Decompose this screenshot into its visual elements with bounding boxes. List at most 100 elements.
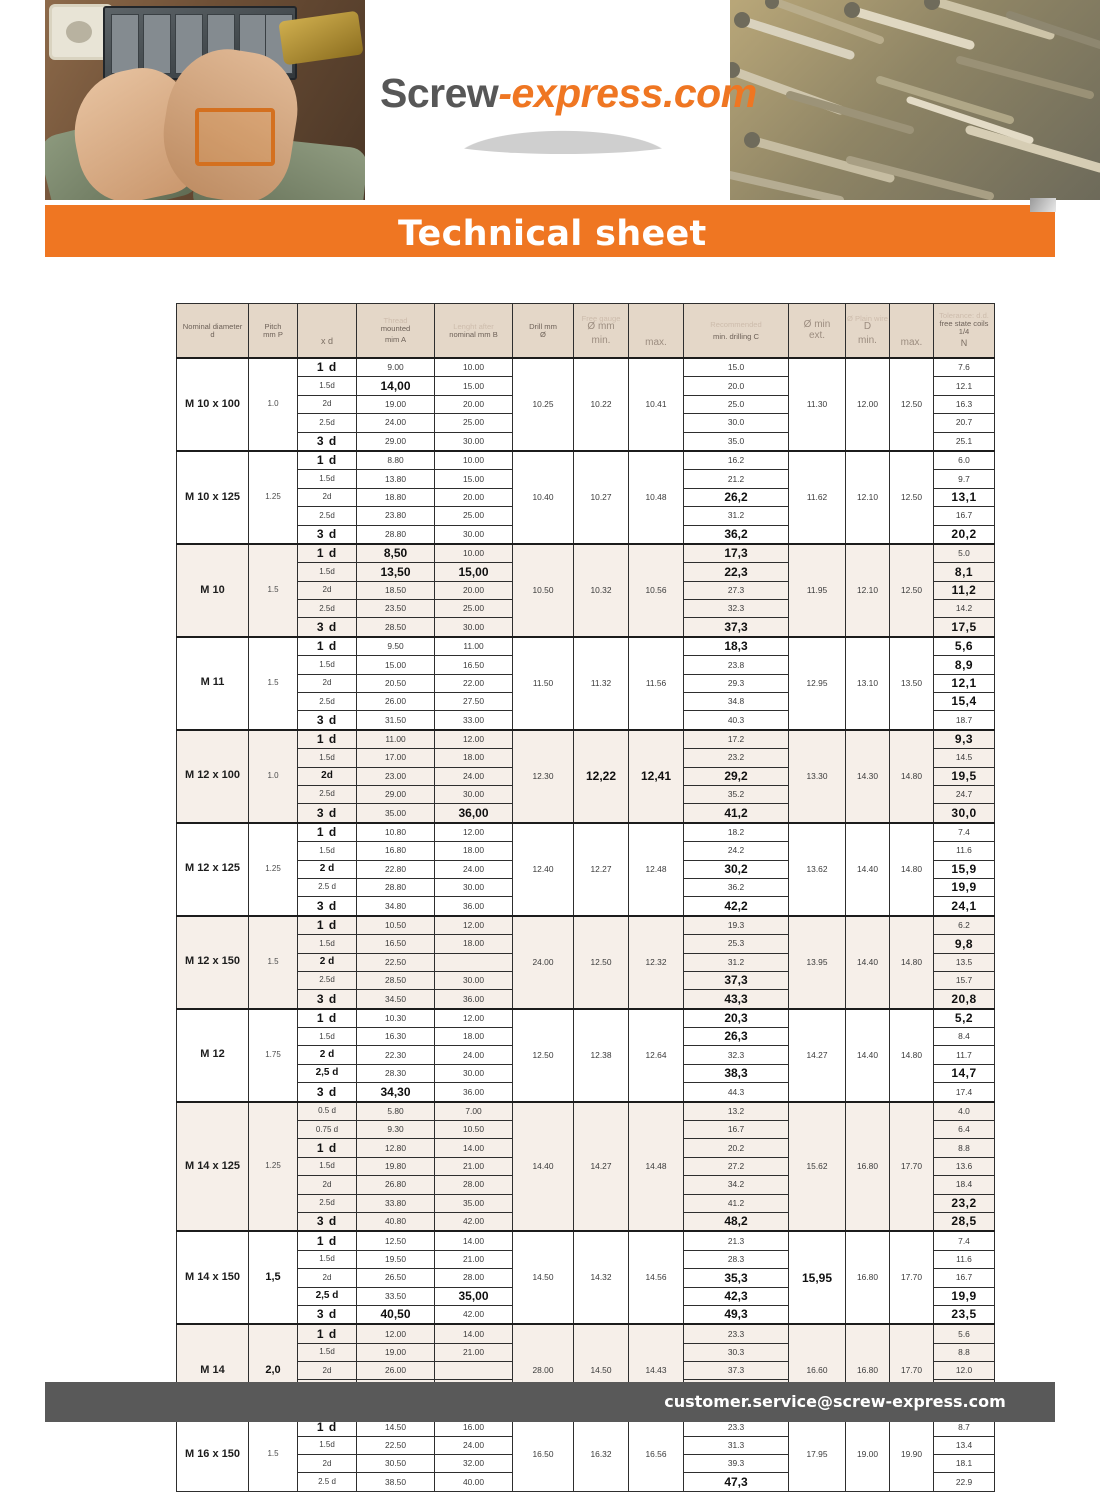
logo-swoosh-icon xyxy=(438,126,688,154)
cell-free-state-coils-n: 15.7 xyxy=(933,970,995,991)
cell-min-drilling-c: 19.3 xyxy=(683,914,789,936)
cell-xd: 2d xyxy=(297,766,357,786)
cell-length-nominal-b: 36.00 xyxy=(434,1082,513,1103)
cell-xd: 1.5d xyxy=(297,1342,357,1363)
table-row: 3 d 34.80 36.00 42,2 24,1 xyxy=(177,896,995,917)
cell-xd: 0.5 d xyxy=(297,1100,357,1122)
cell-min-drilling-c: 30.3 xyxy=(683,1342,789,1363)
cell-xd: 2.5 d xyxy=(297,877,357,898)
cell-free-state-coils-n: 13.5 xyxy=(933,952,995,972)
table-row: 1.5d 15.00 16.50 23.8 8,9 xyxy=(177,655,995,675)
cell-plain-wire-min: 12.10 xyxy=(845,542,890,638)
title-banner xyxy=(45,205,1055,257)
cell-length-nominal-b: 28.00 xyxy=(434,1268,513,1288)
col-head-xd-l3: x d xyxy=(320,335,333,346)
cell-thread-mounted-a: 22.50 xyxy=(356,952,435,972)
table-row: M 10 x 100 1.0 1 d 9.00 10.00 10.25 10.22 10.41… xyxy=(176,357,995,452)
cell-drill-diameter: 12.40 xyxy=(512,821,574,917)
tape-measure-icon xyxy=(49,4,113,60)
hero-photo-screws xyxy=(730,0,1100,200)
cell-gauge-max: 12,41 xyxy=(628,728,684,824)
cell-free-state-coils-n: 7.4 xyxy=(933,1230,995,1251)
cell-length-nominal-b: 32.00 xyxy=(434,1454,513,1474)
cell-pitch: 1.25 xyxy=(248,1100,298,1232)
col-head-a-l3: mim A xyxy=(384,334,407,344)
cell-thread-mounted-a: 38.50 xyxy=(356,1472,435,1492)
cell-xd: 2.5d xyxy=(297,784,357,805)
cell-thread-mounted-a: 26.00 xyxy=(356,692,435,712)
cell-free-state-coils-n: 16.3 xyxy=(933,394,995,415)
cell-nominal-diameter: M 12 x 100 xyxy=(176,728,249,824)
cell-plain-wire-max: 19.90 xyxy=(889,1416,934,1492)
cell-xd: 1 d xyxy=(297,1230,357,1251)
cell-thread-mounted-a: 40.80 xyxy=(356,1211,435,1232)
cell-plain-wire-min: 14.30 xyxy=(845,728,890,824)
page-header: Screw-express.com xyxy=(0,0,1100,200)
cell-free-state-coils-n: 8.8 xyxy=(933,1342,995,1363)
table-row: 1.5d 16.50 18.00 25.3 9,8 xyxy=(177,934,995,954)
cell-xd: 2 d xyxy=(297,859,357,879)
cell-thread-mounted-a: 22.80 xyxy=(356,859,435,879)
contact-email[interactable]: customer.service@screw-express.com xyxy=(45,1382,1055,1422)
cell-free-state-coils-n: 5.0 xyxy=(933,542,995,564)
cell-thread-mounted-a: 33.50 xyxy=(356,1286,435,1306)
cell-gauge-min: 10.32 xyxy=(573,542,629,638)
cell-thread-mounted-a: 20.50 xyxy=(356,673,435,694)
cell-xd: 1.5d xyxy=(297,934,357,954)
cell-length-nominal-b: 27.50 xyxy=(434,692,513,712)
cell-length-nominal-b: 42.00 xyxy=(434,1211,513,1232)
cell-thread-mounted-a: 28.50 xyxy=(356,970,435,991)
cell-length-nominal-b: 30.00 xyxy=(434,784,513,805)
col-head-dwire-min: Ø Plain wire D min. xyxy=(845,303,890,359)
cell-free-state-coils-n: 14.2 xyxy=(933,599,995,619)
cell-drill-diameter: 12.50 xyxy=(512,1007,574,1103)
col-head-d-l1: Nominal diameter xyxy=(182,321,243,331)
cell-xd: 3 d xyxy=(297,431,357,452)
col-head-gauge-l1: Free gauge xyxy=(581,313,621,323)
brand-logo[interactable]: Screw-express.com xyxy=(380,70,757,162)
cell-plain-wire-min: 16.80 xyxy=(845,1230,890,1325)
cell-length-nominal-b: 25.00 xyxy=(434,506,513,526)
cell-thread-mounted-a: 28.80 xyxy=(356,524,435,545)
cell-min-drilling-c: 16.2 xyxy=(683,449,789,471)
cell-min-drilling-c: 47,3 xyxy=(683,1472,789,1492)
col-head-dext: Ø min ext. xyxy=(788,303,846,359)
cell-drill-diameter: 14.50 xyxy=(512,1230,574,1325)
cell-length-nominal-b: 25.00 xyxy=(434,413,513,433)
cell-thread-mounted-a: 18.50 xyxy=(356,580,435,601)
cell-xd: 3 d xyxy=(297,1211,357,1232)
cell-length-nominal-b: 35.00 xyxy=(434,1193,513,1213)
table-row: 2d 18.50 20.00 27.3 11,2 xyxy=(177,580,995,601)
cell-gauge-min: 12.50 xyxy=(573,914,629,1010)
cell-thread-mounted-a: 18.80 xyxy=(356,487,435,508)
cell-length-nominal-b: 14.00 xyxy=(434,1138,513,1158)
cell-thread-mounted-a: 30.50 xyxy=(356,1454,435,1474)
cell-gauge-max: 10.56 xyxy=(628,542,684,638)
cell-plain-wire-max: 14.80 xyxy=(889,821,934,917)
cell-min-drilling-c: 18.2 xyxy=(683,821,789,843)
cell-min-drilling-c: 32.3 xyxy=(683,599,789,619)
cell-thread-mounted-a: 34.50 xyxy=(356,989,435,1010)
cell-d-min-ext: 11.95 xyxy=(788,542,846,638)
table-row: 2.5d 26.00 27.50 34.8 15,4 xyxy=(177,692,995,712)
cell-xd: 3 d xyxy=(297,617,357,638)
table-row: 2 d 22.50 31.2 13.5 xyxy=(177,952,995,972)
table-row: 2.5d 23.50 25.00 32.3 14.2 xyxy=(177,599,995,619)
cell-xd: 2 d xyxy=(297,952,357,972)
cell-gauge-min: 10.27 xyxy=(573,449,629,545)
cell-xd: 2.5d xyxy=(297,599,357,619)
cell-thread-mounted-a: 19.50 xyxy=(356,1249,435,1270)
cell-thread-mounted-a: 11.00 xyxy=(356,728,435,750)
cell-gauge-max: 11.56 xyxy=(628,635,684,731)
cell-pitch: 1.5 xyxy=(248,542,298,638)
col-head-pitch: Pitch mm P xyxy=(248,303,298,359)
spec-table: Nominal diameter d Pitch mm P x d Thread… xyxy=(176,303,995,1492)
table-row: 2d 26.50 28.00 35,3 16.7 xyxy=(177,1268,995,1288)
cell-length-nominal-b: 24.00 xyxy=(434,859,513,879)
cell-gauge-min: 14.27 xyxy=(573,1100,629,1232)
col-head-gauge-max: max. xyxy=(628,303,684,359)
cell-thread-mounted-a: 24.00 xyxy=(356,413,435,433)
cell-length-nominal-b xyxy=(434,1361,513,1381)
cell-min-drilling-c: 41,2 xyxy=(683,803,789,824)
cell-min-drilling-c: 25.0 xyxy=(683,394,789,415)
